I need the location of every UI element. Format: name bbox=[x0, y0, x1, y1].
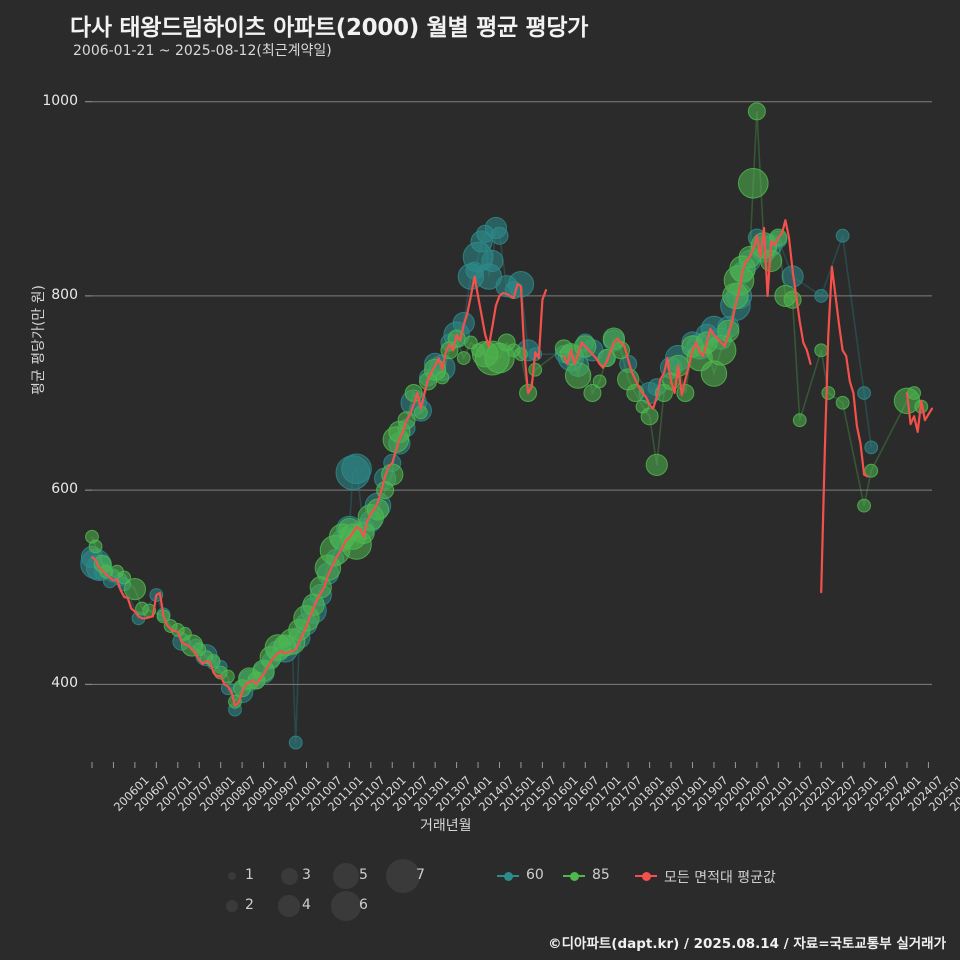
data-bubble bbox=[597, 349, 616, 368]
legend-size-marker bbox=[280, 867, 298, 885]
data-bubble bbox=[435, 370, 450, 385]
legend-size-marker bbox=[225, 899, 239, 913]
data-bubble bbox=[835, 228, 850, 243]
data-bubble bbox=[747, 102, 766, 121]
legend-size-marker bbox=[331, 891, 361, 921]
data-bubble bbox=[88, 539, 103, 554]
data-bubble bbox=[857, 386, 871, 400]
legend-size-marker bbox=[333, 863, 359, 889]
average-price-line bbox=[905, 391, 934, 433]
legend-size-label: 5 bbox=[359, 867, 368, 883]
data-bubble bbox=[814, 289, 829, 303]
legend-size-marker bbox=[386, 859, 420, 893]
legend-series-label[interactable]: 85 bbox=[592, 867, 610, 883]
legend-size-marker bbox=[278, 895, 300, 917]
data-bubble bbox=[640, 407, 659, 426]
data-bubble bbox=[792, 413, 807, 428]
average-price-line bbox=[90, 275, 548, 707]
data-bubble bbox=[857, 498, 871, 513]
legend-series-marker[interactable] bbox=[569, 871, 579, 881]
data-bubble bbox=[288, 735, 303, 750]
footer-credit: ©디아파트(dapt.kr) / 2025.08.14 / 자료=국토교통부 실… bbox=[548, 936, 946, 952]
average-price-line bbox=[562, 219, 812, 410]
data-bubble bbox=[117, 570, 132, 585]
y-tick-label: 600 bbox=[51, 481, 78, 498]
legend-size-marker bbox=[227, 871, 237, 881]
data-bubble bbox=[592, 374, 607, 389]
data-bubble bbox=[123, 578, 146, 601]
x-axis-label: 거래년월 bbox=[420, 818, 472, 834]
chart-legend: 1 2 3 4 5 6 7 60 85 모든 면적대 평균값 bbox=[0, 859, 960, 932]
legend-size-label: 3 bbox=[302, 867, 311, 883]
data-bubble bbox=[737, 167, 769, 199]
legend-series-label[interactable]: 모든 면적대 평균값 bbox=[664, 870, 776, 886]
data-bubble bbox=[583, 384, 602, 403]
legend-size-label: 2 bbox=[245, 897, 254, 913]
data-bubble bbox=[645, 453, 668, 476]
data-bubble bbox=[821, 386, 836, 400]
y-tick-label: 1000 bbox=[42, 92, 78, 109]
page-title: 다사 태왕드림하이츠 아파트(2000) 월별 평균 평당가 bbox=[70, 15, 589, 41]
page-subtitle: 2006-01-21 ~ 2025-08-12(최근계약일) bbox=[73, 43, 332, 59]
legend-size-label: 7 bbox=[416, 867, 425, 883]
y-axis-label: 평균 평당가(만 원) bbox=[31, 285, 47, 395]
legend-series-marker[interactable] bbox=[503, 871, 513, 881]
legend-size-label: 1 bbox=[245, 867, 254, 883]
data-bubble bbox=[341, 453, 372, 485]
data-bubble bbox=[564, 362, 592, 389]
data-bubble bbox=[456, 351, 471, 365]
data-bubble bbox=[864, 440, 879, 455]
data-bubble bbox=[835, 395, 850, 410]
series-trend-line bbox=[91, 111, 923, 704]
y-tick-label: 800 bbox=[51, 286, 78, 303]
legend-series-marker[interactable] bbox=[641, 871, 651, 881]
legend-size-label: 4 bbox=[302, 897, 311, 913]
legend-size-label: 6 bbox=[359, 897, 368, 913]
data-bubble bbox=[481, 249, 504, 273]
data-bubble bbox=[490, 226, 509, 245]
average-price-line bbox=[820, 265, 869, 594]
y-tick-label: 400 bbox=[51, 675, 78, 692]
data-bubble bbox=[717, 319, 740, 342]
legend-series-label[interactable]: 60 bbox=[526, 867, 544, 883]
data-bubble bbox=[864, 463, 879, 478]
